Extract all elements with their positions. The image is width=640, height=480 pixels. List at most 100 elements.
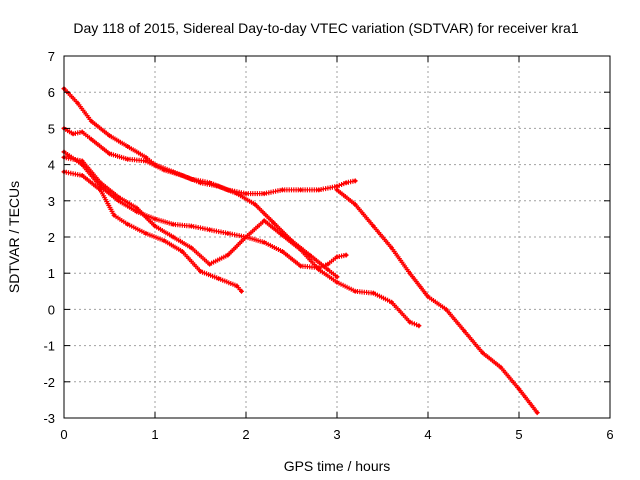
y-tick-label: 3 xyxy=(48,194,55,209)
data-point xyxy=(71,132,75,136)
data-point xyxy=(98,180,103,185)
data-point xyxy=(153,217,157,221)
y-tick-label: 2 xyxy=(48,230,55,245)
data-point xyxy=(389,300,394,304)
data-point xyxy=(171,222,175,227)
data-point xyxy=(116,195,121,199)
data-point xyxy=(107,151,112,156)
data-point xyxy=(371,291,376,295)
data-point xyxy=(353,179,358,183)
data-point xyxy=(280,233,285,237)
data-point xyxy=(112,213,116,218)
y-tick-label: 4 xyxy=(48,158,55,173)
data-point xyxy=(298,188,303,192)
y-tick-label: 7 xyxy=(48,49,55,64)
data-point xyxy=(335,275,339,279)
data-point xyxy=(162,238,166,243)
x-tick-label: 5 xyxy=(515,427,522,442)
y-tick-label: 1 xyxy=(48,266,55,281)
data-series xyxy=(61,86,540,416)
data-point xyxy=(180,173,185,178)
data-point xyxy=(144,159,148,163)
data-point xyxy=(153,224,157,228)
chart-title: Day 118 of 2015, Sidereal Day-to-day VTE… xyxy=(73,20,578,36)
data-point xyxy=(280,188,285,192)
data-point xyxy=(189,224,194,228)
x-tick-label: 4 xyxy=(424,427,431,442)
y-axis-label: SDTVAR / TECUs xyxy=(6,181,22,293)
data-point xyxy=(462,329,467,333)
data-point xyxy=(262,191,267,196)
data-point xyxy=(298,264,303,268)
data-point xyxy=(408,271,412,276)
data-point xyxy=(371,224,376,228)
series-track-6 xyxy=(334,187,540,416)
x-tick-label: 1 xyxy=(151,427,158,442)
data-point xyxy=(353,289,358,294)
data-point xyxy=(408,320,412,324)
data-point xyxy=(271,220,276,225)
data-point xyxy=(244,191,248,196)
data-point xyxy=(262,240,267,245)
data-point xyxy=(235,191,239,196)
data-point xyxy=(335,184,339,189)
data-point xyxy=(535,410,539,415)
data-point xyxy=(125,144,130,149)
data-point xyxy=(353,202,358,207)
x-tick-label: 3 xyxy=(333,427,340,442)
data-point xyxy=(80,159,84,163)
data-point xyxy=(226,253,230,257)
data-point xyxy=(444,307,449,312)
data-point xyxy=(89,137,94,142)
data-point xyxy=(216,184,221,189)
data-point xyxy=(180,249,185,254)
series-markers xyxy=(61,86,358,197)
data-point xyxy=(207,227,212,232)
x-tick-label: 6 xyxy=(606,427,613,442)
data-point xyxy=(198,269,203,274)
data-point xyxy=(262,218,267,223)
data-point xyxy=(280,249,285,254)
data-point xyxy=(89,119,94,123)
data-point xyxy=(253,202,257,207)
data-point xyxy=(326,262,330,266)
grid xyxy=(64,56,610,418)
data-point xyxy=(298,247,303,252)
x-tick-label: 2 xyxy=(242,427,249,442)
data-point xyxy=(335,280,339,285)
series-markers xyxy=(334,187,540,416)
x-tick-label: 0 xyxy=(60,427,67,442)
series-track-1 xyxy=(61,86,358,197)
data-point xyxy=(207,262,212,266)
series-track-4 xyxy=(61,154,422,329)
data-point xyxy=(125,222,130,227)
data-point xyxy=(171,235,175,239)
data-point xyxy=(426,294,430,299)
data-point xyxy=(326,267,330,272)
data-point xyxy=(344,253,348,257)
data-point xyxy=(98,188,103,192)
data-point xyxy=(80,130,84,134)
axis-ticks: 0 1 2 3 4 5 6 -3 -2 -1 0 1 2 3 4 5 6 7 xyxy=(43,49,613,442)
data-point xyxy=(417,323,421,328)
y-tick-label: 0 xyxy=(48,302,55,317)
data-point xyxy=(344,180,348,185)
data-point xyxy=(517,387,521,391)
data-point xyxy=(389,246,394,250)
data-point xyxy=(107,133,112,138)
data-point xyxy=(216,276,221,281)
y-tick-label: -2 xyxy=(43,375,55,390)
data-point xyxy=(499,365,503,370)
data-point xyxy=(116,199,121,203)
data-point xyxy=(198,180,203,185)
data-point xyxy=(335,188,339,192)
data-point xyxy=(144,231,148,236)
data-point xyxy=(226,231,230,236)
y-tick-label: 5 xyxy=(48,121,55,136)
y-tick-label: -1 xyxy=(43,339,55,354)
data-point xyxy=(189,246,194,250)
series-markers xyxy=(61,154,422,329)
data-point xyxy=(239,289,244,294)
data-point xyxy=(317,267,321,272)
